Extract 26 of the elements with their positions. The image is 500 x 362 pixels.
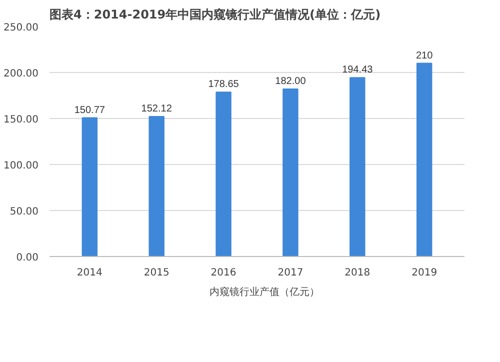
y-tick-label: 0.00: [16, 252, 38, 264]
y-tick-label: 200.00: [4, 68, 39, 80]
bar: [350, 77, 366, 256]
text: 194.43: [342, 64, 373, 76]
y-tick-label: 150.00: [4, 114, 39, 126]
bar: [82, 117, 98, 256]
x-tick-label: 2019: [412, 268, 438, 278]
bar: [282, 88, 298, 256]
y-tick-label: 50.00: [10, 206, 39, 218]
text: 210: [416, 50, 433, 62]
bar: [148, 116, 164, 256]
x-tick-label: 2017: [278, 268, 304, 278]
x-tick-label: 2014: [76, 268, 102, 278]
text: 178.65: [208, 79, 239, 90]
x-tick-label: 2018: [344, 268, 370, 278]
x-tick-label: 2016: [210, 268, 236, 278]
bar: [416, 62, 432, 256]
bar: [216, 92, 232, 256]
x-tick-label: 2015: [144, 268, 170, 278]
y-tick-label: 250.00: [4, 22, 39, 34]
text: 150.77: [74, 104, 105, 116]
text: 182.00: [275, 76, 306, 88]
chart-title: 图表4：2014-2019年中国内窥镜行业产值情况(单位：亿元): [50, 8, 381, 22]
text: 152.12: [141, 104, 172, 115]
y-tick-label: 100.00: [4, 160, 39, 172]
text: 内窥镜行业产值（亿元）: [210, 286, 320, 299]
